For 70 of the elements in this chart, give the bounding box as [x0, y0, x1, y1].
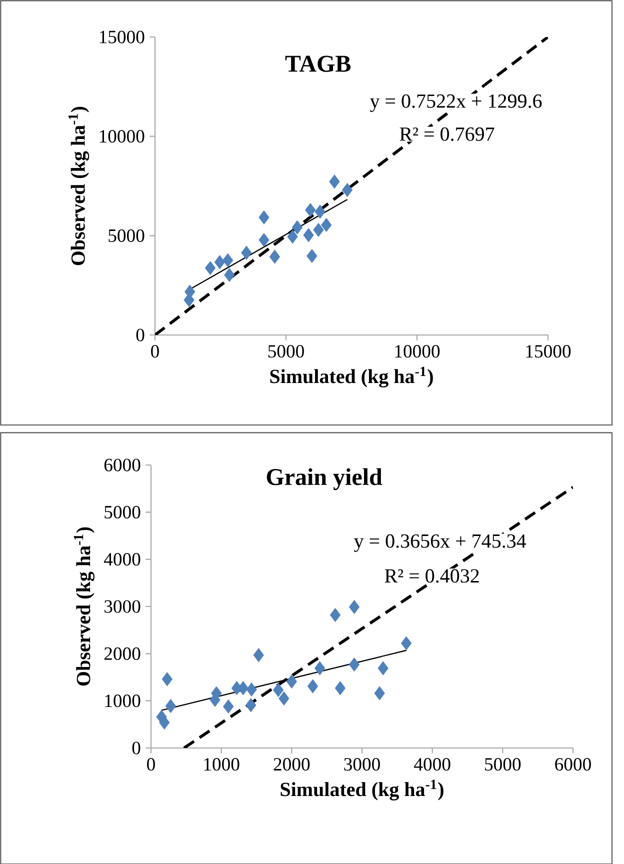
point — [258, 210, 270, 224]
point — [305, 203, 316, 217]
y-tick-label: 3000 — [104, 600, 140, 613]
annotation: R² = 0.7697 — [400, 127, 494, 141]
point — [205, 261, 216, 275]
y-tick-label: 6000 — [104, 458, 140, 472]
x-tick-label: 5000 — [268, 345, 304, 358]
x-axis-title: Simulated (kg ha$^{-1}$) — [280, 780, 444, 800]
x-tick-label: 4000 — [414, 758, 450, 771]
y-tick-label: 0 — [132, 742, 140, 754]
x-tick-label: 2000 — [274, 758, 310, 771]
point — [214, 255, 225, 270]
x-tick-label: 6000 — [555, 758, 591, 771]
y-tick-label: 5000 — [108, 229, 144, 242]
point — [241, 246, 252, 260]
annotation: y = 0.3656x + 745.34 — [354, 534, 526, 552]
y-axis-title: Observed (kg ha$^{-1}$) — [68, 106, 90, 266]
point — [314, 661, 326, 676]
point — [313, 222, 324, 237]
point — [348, 658, 360, 672]
point — [223, 700, 234, 714]
point — [246, 698, 256, 712]
point — [273, 683, 284, 697]
point — [314, 204, 326, 219]
y-tick-label: 0 — [136, 328, 144, 342]
x-tick-label: 15000 — [526, 345, 571, 358]
annotation: y = 0.7522x + 1299.6 — [370, 94, 542, 112]
y-tick-label: 1000 — [105, 694, 140, 708]
x-axis-title: Simulated (kg ha$^{-1}$) — [270, 366, 433, 388]
point — [258, 233, 270, 247]
y-axis-title: Observed (kg ha$^{-1}$) — [74, 527, 94, 686]
y-tick-label: 2000 — [104, 647, 140, 660]
y-tick-label: 5000 — [104, 506, 140, 518]
point — [253, 648, 264, 662]
point — [374, 686, 385, 700]
point — [303, 228, 314, 242]
point — [342, 183, 353, 197]
point — [224, 268, 235, 282]
point — [184, 293, 194, 307]
point — [269, 250, 280, 264]
point — [329, 174, 340, 189]
chart-title: Grain yield — [266, 468, 382, 490]
x-tick-label: 5000 — [485, 758, 521, 771]
text: TAGB — [285, 56, 351, 72]
point — [222, 253, 234, 268]
x-tick-label: 1000 — [204, 758, 240, 771]
x-tick-label: 0 — [147, 758, 155, 771]
annotation: R² = 0.4032 — [384, 569, 479, 583]
point — [162, 672, 172, 686]
point — [287, 230, 298, 244]
point — [159, 716, 170, 730]
point — [348, 600, 360, 614]
point — [334, 681, 346, 696]
y-tick-label: 4000 — [104, 553, 140, 566]
x-tick-label: 10000 — [395, 345, 440, 358]
point — [246, 682, 257, 696]
point — [321, 218, 332, 232]
point — [378, 661, 388, 676]
point — [306, 249, 318, 263]
point — [292, 220, 303, 234]
point — [330, 608, 341, 622]
x-tick-label: 0 — [151, 345, 159, 358]
point — [401, 636, 412, 650]
y-tick-label: 10000 — [100, 130, 144, 143]
y-tick-label: 15000 — [100, 30, 144, 44]
point — [278, 692, 290, 706]
point — [165, 699, 176, 713]
point — [286, 674, 297, 688]
point — [307, 679, 318, 694]
x-tick-label: 3000 — [344, 758, 380, 771]
